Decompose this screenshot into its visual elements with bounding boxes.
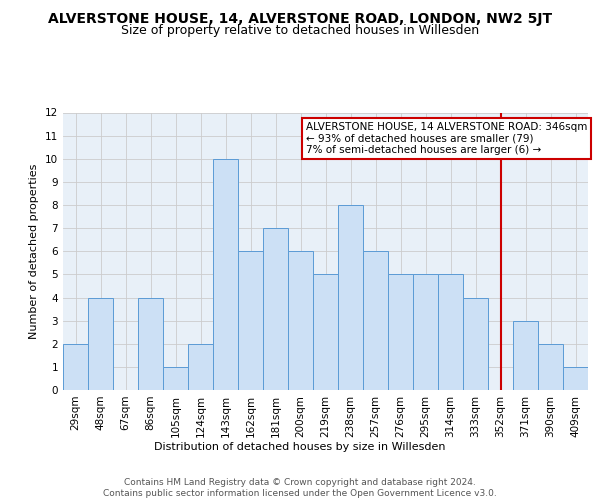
Text: Distribution of detached houses by size in Willesden: Distribution of detached houses by size … xyxy=(154,442,446,452)
Bar xyxy=(88,298,113,390)
Bar xyxy=(563,367,588,390)
Bar xyxy=(263,228,288,390)
Text: Size of property relative to detached houses in Willesden: Size of property relative to detached ho… xyxy=(121,24,479,37)
Bar xyxy=(513,320,538,390)
Bar xyxy=(238,251,263,390)
Text: Contains HM Land Registry data © Crown copyright and database right 2024.
Contai: Contains HM Land Registry data © Crown c… xyxy=(103,478,497,498)
Bar xyxy=(463,298,488,390)
Bar xyxy=(313,274,338,390)
Bar xyxy=(138,298,163,390)
Bar xyxy=(63,344,88,390)
Bar xyxy=(338,205,363,390)
Bar xyxy=(388,274,413,390)
Text: ALVERSTONE HOUSE, 14, ALVERSTONE ROAD, LONDON, NW2 5JT: ALVERSTONE HOUSE, 14, ALVERSTONE ROAD, L… xyxy=(48,12,552,26)
Bar xyxy=(438,274,463,390)
Text: ALVERSTONE HOUSE, 14 ALVERSTONE ROAD: 346sqm
← 93% of detached houses are smalle: ALVERSTONE HOUSE, 14 ALVERSTONE ROAD: 34… xyxy=(305,122,587,155)
Bar xyxy=(288,251,313,390)
Bar xyxy=(163,367,188,390)
Bar xyxy=(213,159,238,390)
Bar xyxy=(538,344,563,390)
Y-axis label: Number of detached properties: Number of detached properties xyxy=(29,164,40,339)
Bar xyxy=(413,274,438,390)
Bar xyxy=(188,344,213,390)
Bar xyxy=(363,251,388,390)
